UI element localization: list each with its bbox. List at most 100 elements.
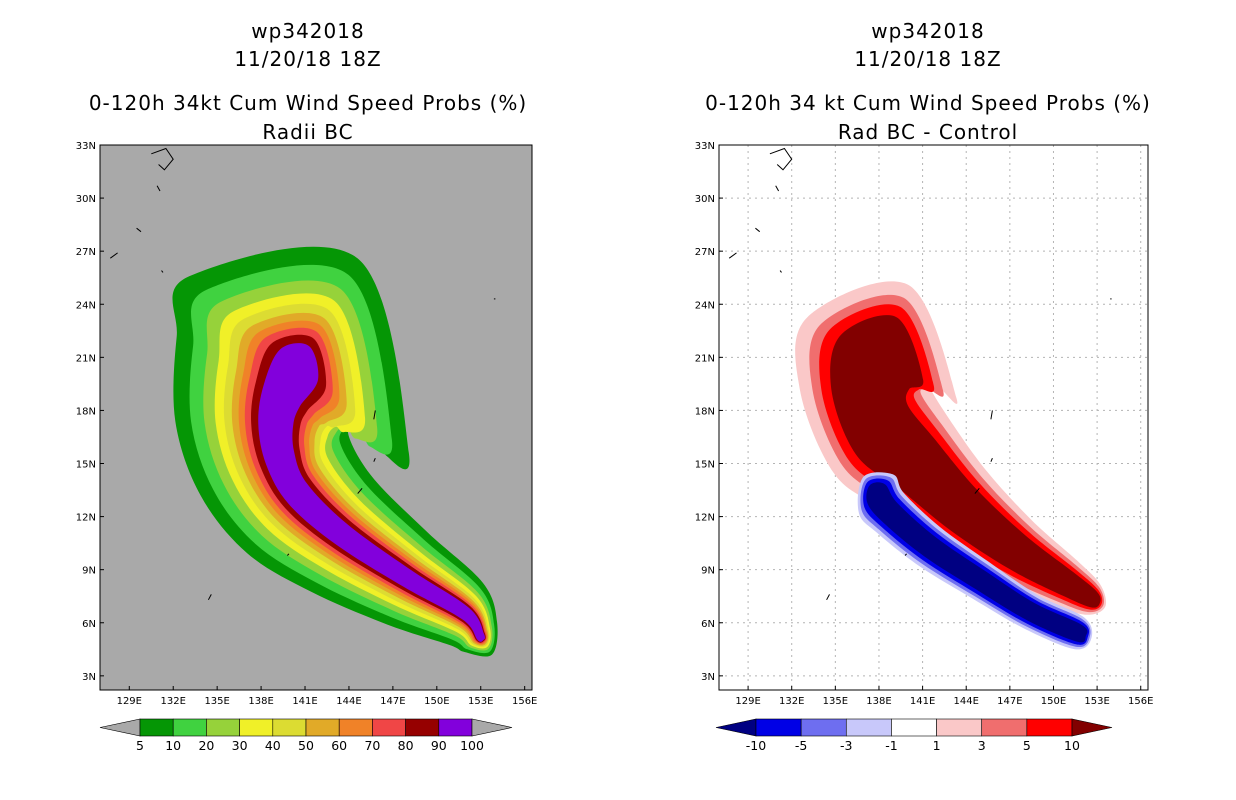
right-colorbar-label--10: -10 [746, 738, 766, 753]
right-colorbar-label-3: 3 [978, 738, 986, 753]
left-colorbar-label-100: 100 [460, 738, 484, 753]
left-island-mariana-north [373, 410, 376, 420]
right-colorbar-segment-0 [755, 718, 802, 737]
left-colorbar-label-30: 30 [232, 738, 248, 753]
left-ytick-label-6N: 6N [82, 619, 96, 630]
right-colorbar-segment-3 [891, 718, 937, 737]
left-island-saipan [373, 458, 376, 462]
right-ytick-label-6N: 6N [701, 619, 715, 630]
right-island-daito [779, 270, 782, 273]
left-island-palau [207, 594, 212, 601]
left-colorbar-segment-5 [305, 718, 340, 737]
right-colorbar-segment-2 [845, 718, 892, 737]
left-ytick-label-9N: 9N [82, 566, 96, 577]
left-colorbar: 5 10 20 30 40 50 60 70 80 90 100 [99, 718, 513, 753]
right-axes: 129E 132E 135E 138E 141E 144E 147E 150E 153E 156E… [695, 141, 1154, 707]
right-island-saipan [990, 458, 993, 462]
left-colorbar-segment-6 [338, 718, 373, 737]
left-xtick-label-141E: 141E [292, 696, 317, 707]
right-ytick-label-27N: 27N [695, 247, 715, 258]
right-colorbar-segment-5 [981, 718, 1028, 737]
right-title-line-1: wp342018 [871, 19, 984, 43]
left-colorbar-segment-8 [405, 718, 440, 737]
right-island-mariana-north [990, 410, 993, 420]
right-ytick-label-12N: 12N [695, 513, 715, 524]
left-island-kyushu-islands [151, 147, 174, 171]
left-island-daito [161, 270, 164, 273]
left-colorbar-label-50: 50 [298, 738, 314, 753]
left-xtick-label-150E: 150E [424, 696, 449, 707]
left-xtick-label-153E: 153E [468, 696, 493, 707]
right-title-line-4: Rad BC - Control [838, 120, 1018, 144]
right-colorbar-label--5: -5 [795, 738, 807, 753]
right-xtick-label-150E: 150E [1041, 696, 1066, 707]
right-island-ulithi [904, 553, 907, 556]
right-ytick-label-33N: 33N [695, 141, 715, 152]
left-title-line-2: 11/20/18 18Z [234, 47, 381, 71]
left-colorbar-label-70: 70 [364, 738, 380, 753]
left-title-line-3: 0-120h 34kt Cum Wind Speed Probs (%) [89, 91, 527, 115]
right-ytick-label-21N: 21N [695, 353, 715, 364]
left-contour-90 [258, 343, 486, 642]
right-ytick-label-18N: 18N [695, 406, 715, 417]
left-xtick-label-156E: 156E [512, 696, 537, 707]
left-island-amami [136, 227, 142, 233]
left-ytick-label-24N: 24N [76, 300, 96, 311]
left-colorbar-label-80: 80 [398, 738, 414, 753]
left-colorbar-label-40: 40 [265, 738, 281, 753]
left-ytick-label-27N: 27N [76, 247, 96, 258]
left-xtick-label-129E: 129E [117, 696, 142, 707]
left-colorbar-above-triangle [471, 718, 513, 737]
left-colorbar-segment-0 [139, 718, 174, 737]
left-island-guam [357, 487, 363, 494]
right-island-okinawa [728, 252, 737, 259]
left-island-osumi [156, 185, 161, 192]
right-xtick-label-135E: 135E [823, 696, 848, 707]
left-island-okinawa [110, 252, 118, 259]
right-ytick-label-9N: 9N [701, 566, 715, 577]
right-xtick-label-153E: 153E [1084, 696, 1109, 707]
left-title-line-4: Radii BC [262, 120, 353, 144]
right-ytick-label-30N: 30N [695, 194, 715, 205]
right-colorbar: -10 -5 -3 -1 1 3 5 10 [715, 718, 1113, 753]
right-xtick-label-132E: 132E [779, 696, 804, 707]
right-chart: wp342018 11/20/18 18Z 0-120h 34 kt Cum W… [695, 19, 1154, 753]
left-axes: 129E 132E 135E 138E 141E 144E 147E 150E 153E 156E… [76, 141, 538, 707]
right-colorbar-segment-4 [936, 718, 983, 737]
left-xtick-label-132E: 132E [161, 696, 186, 707]
left-colorbar-segment-4 [272, 718, 307, 737]
left-island-ulithi [287, 553, 290, 556]
right-plot-frame [718, 144, 1149, 691]
left-xtick-label-138E: 138E [248, 696, 273, 707]
left-colorbar-label-10: 10 [165, 738, 181, 753]
left-xtick-label-147E: 147E [380, 696, 405, 707]
right-xtick-label-141E: 141E [910, 696, 935, 707]
right-island-palau [826, 594, 830, 601]
left-plot-frame [99, 144, 533, 691]
right-island-osumi [775, 185, 780, 192]
left-ytick-label-21N: 21N [76, 353, 96, 364]
right-colorbar-below-triangle [715, 718, 757, 737]
right-ytick-label-24N: 24N [695, 300, 715, 311]
left-colorbar-segment-9 [438, 718, 473, 737]
left-xtick-label-135E: 135E [204, 696, 229, 707]
left-chart: wp342018 11/20/18 18Z 0-120h 34kt Cum Wi… [76, 19, 538, 753]
left-ytick-label-15N: 15N [76, 460, 96, 471]
left-colorbar-label-60: 60 [331, 738, 347, 753]
left-ytick-label-30N: 30N [76, 194, 96, 205]
left-plot-area [100, 145, 532, 690]
right-xtick-label-147E: 147E [997, 696, 1022, 707]
left-xtick-label-144E: 144E [336, 696, 361, 707]
right-xtick-label-156E: 156E [1128, 696, 1153, 707]
right-xtick-label-138E: 138E [866, 696, 891, 707]
left-ytick-label-12N: 12N [76, 513, 96, 524]
right-title-line-2: 11/20/18 18Z [854, 47, 1001, 71]
right-colorbar-segment-6 [1026, 718, 1073, 737]
right-colorbar-label-5: 5 [1023, 738, 1031, 753]
right-ytick-label-15N: 15N [695, 460, 715, 471]
left-colorbar-label-5: 5 [136, 738, 144, 753]
right-plot-area [719, 145, 1148, 690]
right-colorbar-label--1: -1 [885, 738, 897, 753]
right-contour-neg-10 [866, 482, 1088, 643]
right-xtick-label-144E: 144E [954, 696, 979, 707]
